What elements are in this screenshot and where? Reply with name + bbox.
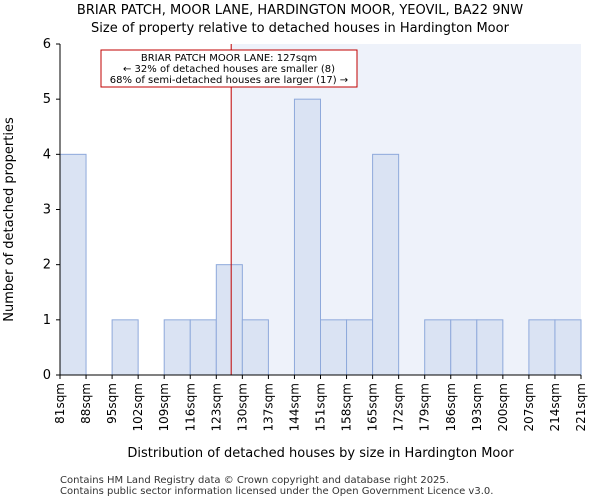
x-tick-label: 137sqm (261, 383, 275, 431)
y-axis-label: Number of detached properties (2, 117, 17, 322)
annotation-box (100, 49, 358, 88)
x-tick-label: 144sqm (287, 383, 301, 431)
annotation-line-3: 68% of semi-detached houses are larger (… (110, 75, 348, 86)
histogram-bar (163, 319, 191, 376)
x-tick-label: 179sqm (418, 383, 432, 431)
x-tick-label: 102sqm (131, 383, 145, 431)
x-tick-label: 172sqm (392, 383, 406, 431)
histogram-bar (215, 264, 243, 376)
x-axis-label: Distribution of detached houses by size … (127, 446, 514, 461)
x-tick-label: 81sqm (53, 383, 67, 424)
x-tick-label: 123sqm (209, 383, 223, 431)
histogram-bar (372, 153, 400, 376)
histogram-bar (476, 319, 504, 376)
x-tick-label: 109sqm (157, 383, 171, 431)
x-tick-label: 95sqm (105, 383, 119, 424)
y-tick-label: 4 (43, 147, 51, 162)
x-tick-label: 151sqm (314, 383, 328, 431)
histogram-bar (59, 153, 87, 376)
y-tick-label: 2 (43, 258, 51, 273)
histogram-bar (320, 319, 348, 376)
x-tick-label: 193sqm (470, 383, 484, 431)
histogram-bar (554, 319, 582, 376)
x-tick-label: 221sqm (574, 383, 588, 431)
histogram-bar (293, 98, 322, 376)
x-tick-label: 186sqm (444, 383, 458, 431)
x-tick-label: 200sqm (496, 383, 510, 431)
footer-line-1: Contains HM Land Registry data © Crown c… (60, 475, 449, 486)
histogram-bar (424, 319, 452, 376)
x-tick-label: 207sqm (522, 383, 536, 431)
x-tick-label: 158sqm (340, 383, 354, 431)
annotation-line-2: ← 32% of detached houses are smaller (8) (123, 64, 335, 75)
histogram-bar (241, 319, 269, 376)
chart-subtitle: Size of property relative to detached ho… (91, 21, 509, 36)
y-tick-label: 6 (43, 37, 51, 52)
histogram-bar (189, 319, 217, 376)
histogram-bar (450, 319, 478, 376)
annotation-line-1: BRIAR PATCH MOOR LANE: 127sqm (141, 53, 317, 64)
footer-line-2: Contains public sector information licen… (60, 486, 494, 497)
y-tick-label: 3 (43, 203, 51, 218)
histogram-bar (346, 319, 374, 376)
y-tick-label: 1 (43, 313, 51, 328)
x-tick-label: 214sqm (548, 383, 562, 431)
histogram-bar (111, 319, 139, 376)
x-tick-label: 130sqm (235, 383, 249, 431)
chart-title: BRIAR PATCH, MOOR LANE, HARDINGTON MOOR,… (76, 3, 524, 18)
x-tick-label: 88sqm (79, 383, 93, 424)
highlight-region (231, 44, 581, 375)
y-tick-label: 0 (43, 368, 51, 383)
y-tick-label: 5 (43, 92, 51, 107)
x-tick-label: 116sqm (183, 383, 197, 431)
histogram-bar (528, 319, 556, 376)
x-tick-label: 165sqm (366, 383, 380, 431)
